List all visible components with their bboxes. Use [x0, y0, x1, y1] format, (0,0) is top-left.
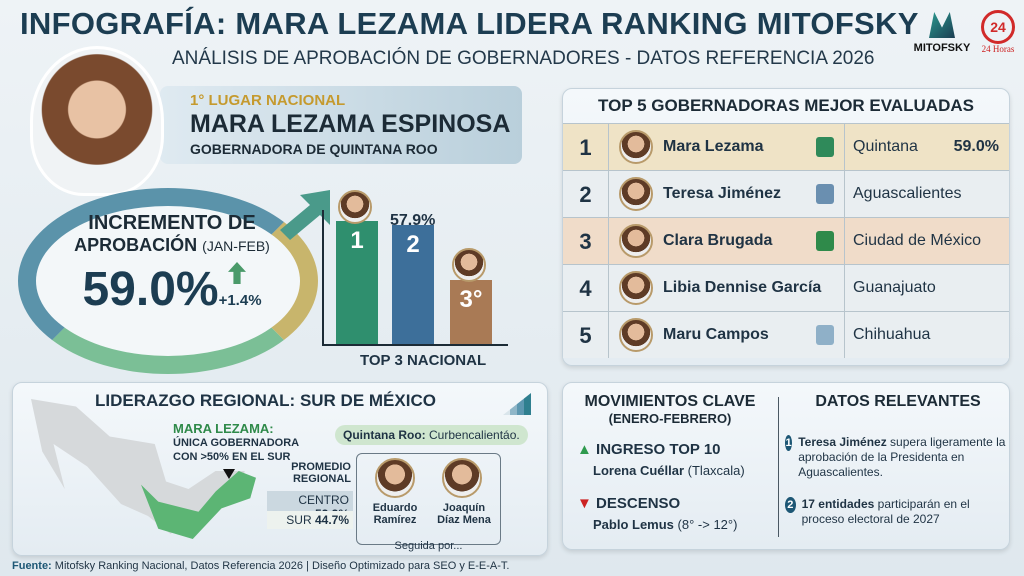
top5-row: 3 Clara Brugada Ciudad de México	[563, 217, 1009, 264]
state-name: Chihuahua	[853, 326, 931, 343]
up-triangle-icon: ▲	[577, 441, 592, 458]
state-name: Quintana	[853, 138, 918, 155]
governor-name: Maru Campos	[663, 326, 769, 343]
hero-name-card: 1° LUGAR NACIONAL MARA LEZAMA ESPINOSA G…	[160, 86, 522, 164]
followers-box: Eduardo Ramírez Joaquín Díaz Mena Seguida …	[356, 453, 501, 552]
avatar-eduardo-ramirez	[375, 458, 415, 498]
state-emblem-icon	[816, 231, 834, 251]
state-emblem-icon	[816, 137, 834, 157]
rank-number: 1	[563, 124, 609, 170]
governor-name: Mara Lezama	[663, 138, 764, 155]
top3-title: TOP 3 NACIONAL	[360, 352, 487, 369]
state-name: Aguascalientes	[853, 185, 962, 202]
state-emblem-icon	[816, 184, 834, 204]
regional-panel: LIDERAZGO REGIONAL: SUR DE MÉXICO MARA L…	[12, 382, 548, 556]
governor-avatar	[619, 224, 653, 258]
governor-avatar	[619, 130, 653, 164]
state-name: Guanajuato	[853, 279, 936, 296]
governor-avatar	[619, 177, 653, 211]
bar-2-value-label: 57.9%	[390, 212, 436, 229]
governor-name: Clara Brugada	[663, 232, 773, 249]
rank-number: 4	[563, 265, 609, 311]
governor-name: Teresa Jiménez	[663, 185, 781, 202]
avatar-rank-3	[452, 248, 486, 282]
top5-row: 4 Libia Dennise García Guanajuato	[563, 264, 1009, 311]
sur-average: SUR 44.7%	[267, 511, 353, 529]
rank-number: 5	[563, 312, 609, 358]
mitofsky-logo: MITOFSKY	[912, 12, 972, 54]
page-title: INFOGRAFÍA: MARA LEZAMA LIDERA RANKING M…	[20, 6, 919, 41]
approval-value: 59.0%	[953, 138, 999, 155]
state-name: Ciudad de México	[853, 232, 982, 249]
down-triangle-icon: ▼	[577, 495, 592, 512]
bar-rank-2: 2	[392, 225, 434, 344]
24-horas-logo: 24 24 Horas	[978, 10, 1018, 54]
quintana-roo-tag: Quintana Roo: Curbencalientáo.	[335, 425, 528, 445]
governor-avatar	[619, 271, 653, 305]
dato-item-2: 2 17 entidades participarán en el proceso…	[785, 497, 1007, 527]
movements-panel: MOVIMIENTOS CLAVE (ENERO-FEBRERO) ▲ INGRE…	[562, 382, 1010, 550]
footer-source: Fuente: Mitofsky Ranking Nacional, Datos…	[12, 560, 510, 572]
avatar-rank-1	[338, 190, 372, 224]
dato-item-1: 1 Teresa Jiménez supera ligeramente la ap…	[785, 435, 1006, 479]
bar-rank-3: 3°	[450, 280, 492, 344]
state-emblem-icon	[816, 325, 834, 345]
bar-rank-1: 1	[336, 220, 378, 344]
top5-row: 1 Mara Lezama Quintana 59.0%	[563, 123, 1009, 170]
signal-bars-icon	[503, 393, 531, 415]
map-pin-icon	[223, 469, 235, 479]
top3-chart: 1 2 3°	[322, 210, 508, 346]
top5-panel: TOP 5 GOBERNADORAS MEJOR EVALUADAS 1 Mar…	[562, 88, 1010, 366]
increase-block: INCREMENTO DE APROBACIÓN (JAN-FEB) 59.0%…	[74, 212, 270, 316]
rank-number: 3	[563, 218, 609, 264]
avatar-joaquin-diaz-mena	[442, 458, 482, 498]
mitofsky-mark-icon	[929, 12, 955, 38]
top5-row: 2 Teresa Jiménez Aguascalientes	[563, 170, 1009, 217]
governor-name: Libia Dennise García	[663, 279, 822, 296]
governor-avatar	[619, 318, 653, 352]
top5-row: 5 Maru Campos Chihuahua	[563, 311, 1009, 358]
rank-number: 2	[563, 171, 609, 217]
page-subtitle: ANÁLISIS DE APROBACIÓN DE GOBERNADORES -…	[172, 48, 875, 69]
mara-lezama-portrait	[30, 46, 164, 196]
